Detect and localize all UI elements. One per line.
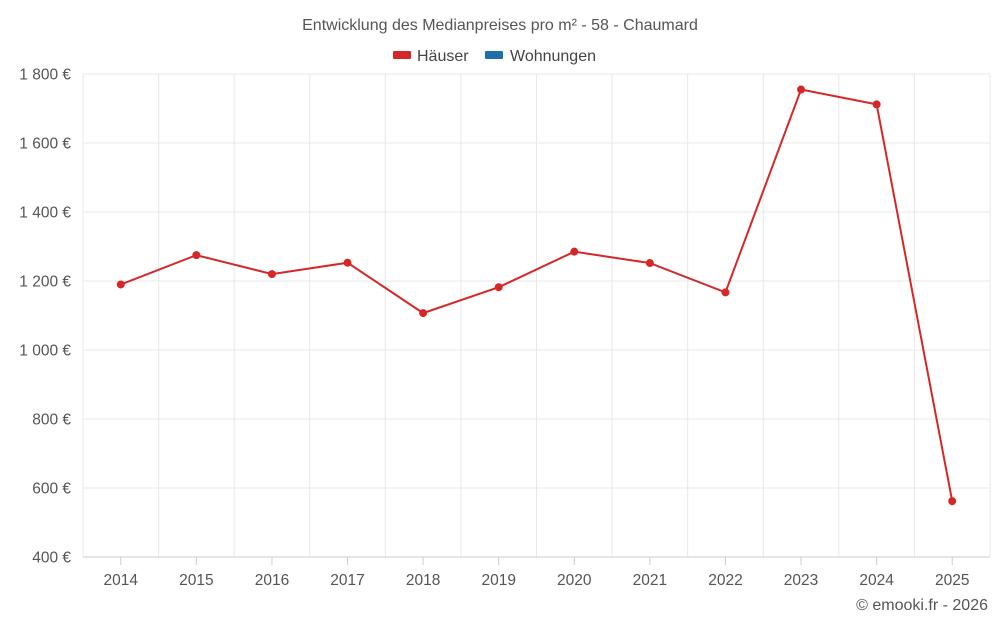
data-point[interactable]	[116, 280, 125, 289]
x-tick-label: 2015	[179, 572, 213, 589]
x-tick-label: 2020	[557, 572, 592, 589]
x-tick-label: 2014	[104, 572, 139, 589]
legend-label-haeuser: Häuser	[417, 48, 469, 65]
x-tick-label: 2018	[406, 572, 440, 589]
y-tick-label: 600 €	[32, 481, 71, 498]
legend-swatch-haeuser	[393, 51, 411, 59]
legend-label-wohnungen: Wohnungen	[510, 48, 596, 65]
x-tick-label: 2024	[859, 572, 894, 589]
y-tick-label: 1 800 €	[19, 67, 71, 84]
x-tick-label: 2021	[633, 572, 667, 589]
y-tick-label: 1 200 €	[19, 274, 71, 291]
data-point[interactable]	[267, 270, 276, 279]
x-axis: 2014 2015 2016 2017 2018 2019 2020 2021 2022 2023…	[83, 556, 990, 589]
y-tick-label: 1 400 €	[19, 205, 71, 222]
y-tick-label: 800 €	[32, 412, 71, 429]
y-tick-label: 400 €	[32, 550, 71, 567]
grid	[82, 73, 991, 557]
x-tick-label: 2023	[784, 572, 818, 589]
legend: Häuser Wohnungen	[393, 48, 596, 65]
data-point[interactable]	[494, 283, 503, 292]
x-tick-label: 2016	[255, 572, 289, 589]
data-point[interactable]	[343, 258, 352, 267]
chart-title: Entwicklung des Medianpreises pro m² - 5…	[302, 17, 698, 34]
legend-item-haeuser[interactable]: Häuser	[393, 48, 469, 65]
data-point[interactable]	[570, 247, 579, 256]
data-point[interactable]	[192, 251, 201, 260]
data-point[interactable]	[872, 100, 881, 109]
y-tick-label: 1 000 €	[19, 343, 71, 360]
legend-item-wohnungen[interactable]: Wohnungen	[485, 48, 596, 65]
data-point[interactable]	[948, 497, 957, 506]
series-line-0	[120, 88, 954, 502]
data-point[interactable]	[419, 309, 428, 318]
x-tick-label: 2019	[481, 572, 515, 589]
x-tick-label: 2025	[935, 572, 969, 589]
legend-swatch-wohnungen	[485, 51, 503, 59]
data-point[interactable]	[645, 259, 654, 268]
x-tick-label: 2017	[330, 572, 364, 589]
series-layer	[116, 85, 957, 506]
data-point[interactable]	[797, 85, 806, 94]
x-tick-label: 2022	[708, 572, 742, 589]
y-axis: 400 € 600 € 800 € 1 000 € 1 200 € 1 400 € 1 60…	[19, 67, 71, 567]
data-point[interactable]	[721, 288, 730, 297]
y-tick-label: 1 600 €	[19, 136, 71, 153]
credit-text: © emooki.fr - 2026	[856, 597, 988, 614]
